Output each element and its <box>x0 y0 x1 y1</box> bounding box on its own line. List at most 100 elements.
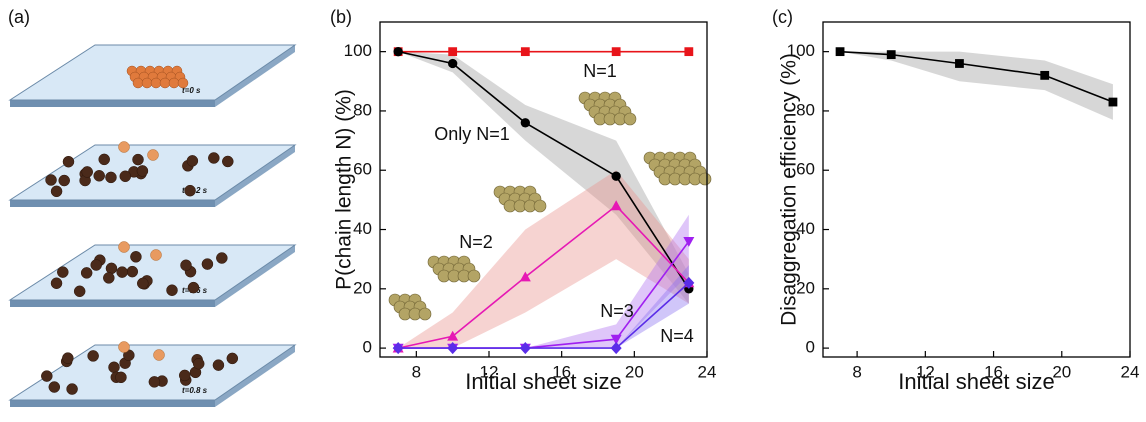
particle <box>154 350 165 361</box>
particle <box>94 170 105 181</box>
particle <box>119 142 130 153</box>
series-label: N=4 <box>660 326 694 346</box>
particle <box>119 342 130 353</box>
particle <box>81 267 92 278</box>
particle <box>137 278 148 289</box>
particle <box>133 78 143 88</box>
particle <box>130 251 141 262</box>
x-tick-label: 12 <box>916 362 935 381</box>
x-tick-label: 24 <box>698 362 717 381</box>
y-tick-label: 80 <box>796 100 815 119</box>
x-tick-label: 20 <box>625 362 644 381</box>
x-tick-label: 24 <box>1121 362 1140 381</box>
plate-side <box>10 400 215 407</box>
y-tick-label: 60 <box>796 160 815 179</box>
y-tick-label: 0 <box>806 338 815 357</box>
y-tick-label: 20 <box>796 278 815 297</box>
marker <box>521 118 530 127</box>
series-label: N=2 <box>459 232 493 252</box>
particle <box>119 242 130 253</box>
cluster-particle <box>468 270 480 282</box>
marker <box>612 47 621 56</box>
y-tick-label: 80 <box>353 100 372 119</box>
particle <box>63 156 74 167</box>
particle <box>179 370 190 381</box>
marker <box>887 50 896 59</box>
particle <box>187 155 198 166</box>
particle <box>51 278 62 289</box>
cluster-particle <box>534 200 546 212</box>
particle <box>213 360 224 371</box>
x-tick-label: 16 <box>984 362 1003 381</box>
particle <box>185 185 196 196</box>
particle <box>99 154 110 165</box>
marker <box>448 59 457 68</box>
y-tick-label: 20 <box>353 278 372 297</box>
series-label: N=1 <box>583 61 617 81</box>
particle <box>202 259 213 270</box>
marker <box>1040 71 1049 80</box>
particle <box>41 371 52 382</box>
x-tick-label: 8 <box>852 362 861 381</box>
plate-side <box>10 300 215 307</box>
particle <box>227 353 238 364</box>
particle <box>51 186 62 197</box>
particle <box>49 382 60 393</box>
marker <box>955 59 964 68</box>
y-tick-label: 40 <box>353 219 372 238</box>
particle <box>167 285 178 296</box>
particle <box>115 372 126 383</box>
particle <box>149 376 160 387</box>
figure: (a)t=0 st=0.2 st=0.6 st=0.8 s(b)Initial … <box>0 0 1146 422</box>
particle <box>88 350 99 361</box>
x-tick-label: 12 <box>480 362 499 381</box>
particle <box>148 150 159 161</box>
particle <box>117 267 128 278</box>
y-tick-label: 0 <box>363 338 372 357</box>
particle <box>216 253 227 264</box>
particle <box>178 78 188 88</box>
series-label: Only N=1 <box>434 124 510 144</box>
y-tick-label: 60 <box>353 160 372 179</box>
particle <box>105 172 116 183</box>
particle <box>46 174 57 185</box>
marker <box>1109 98 1118 107</box>
particle <box>169 78 179 88</box>
particle <box>74 286 85 297</box>
marker <box>611 171 620 180</box>
particle <box>109 362 120 373</box>
particle <box>142 78 152 88</box>
y-tick-label: 100 <box>344 41 372 60</box>
particle <box>120 171 131 182</box>
y-tick-label: 40 <box>796 219 815 238</box>
cluster-particle <box>419 308 431 320</box>
particle <box>62 353 73 364</box>
time-label: t=0.8 s <box>182 386 208 395</box>
marker <box>393 47 402 56</box>
cluster-particle <box>699 173 711 185</box>
particle <box>67 384 78 395</box>
particle <box>181 260 192 271</box>
particle <box>137 165 148 176</box>
particle <box>188 282 199 293</box>
particle <box>222 156 233 167</box>
plate-side <box>10 200 215 207</box>
particle <box>91 260 102 271</box>
particle <box>57 267 68 278</box>
particle <box>208 152 219 163</box>
plate-side <box>10 100 215 107</box>
particle <box>59 175 70 186</box>
particle <box>127 266 138 277</box>
particle <box>160 78 170 88</box>
marker <box>448 47 457 56</box>
cluster-particle <box>624 113 636 125</box>
y-tick-label: 100 <box>787 41 815 60</box>
particle <box>151 250 162 261</box>
marker <box>521 47 530 56</box>
particle <box>151 78 161 88</box>
panel-label: (c) <box>772 7 793 27</box>
marker <box>684 47 693 56</box>
x-tick-label: 8 <box>412 362 421 381</box>
x-tick-label: 16 <box>552 362 571 381</box>
series-label: N=3 <box>600 301 634 321</box>
